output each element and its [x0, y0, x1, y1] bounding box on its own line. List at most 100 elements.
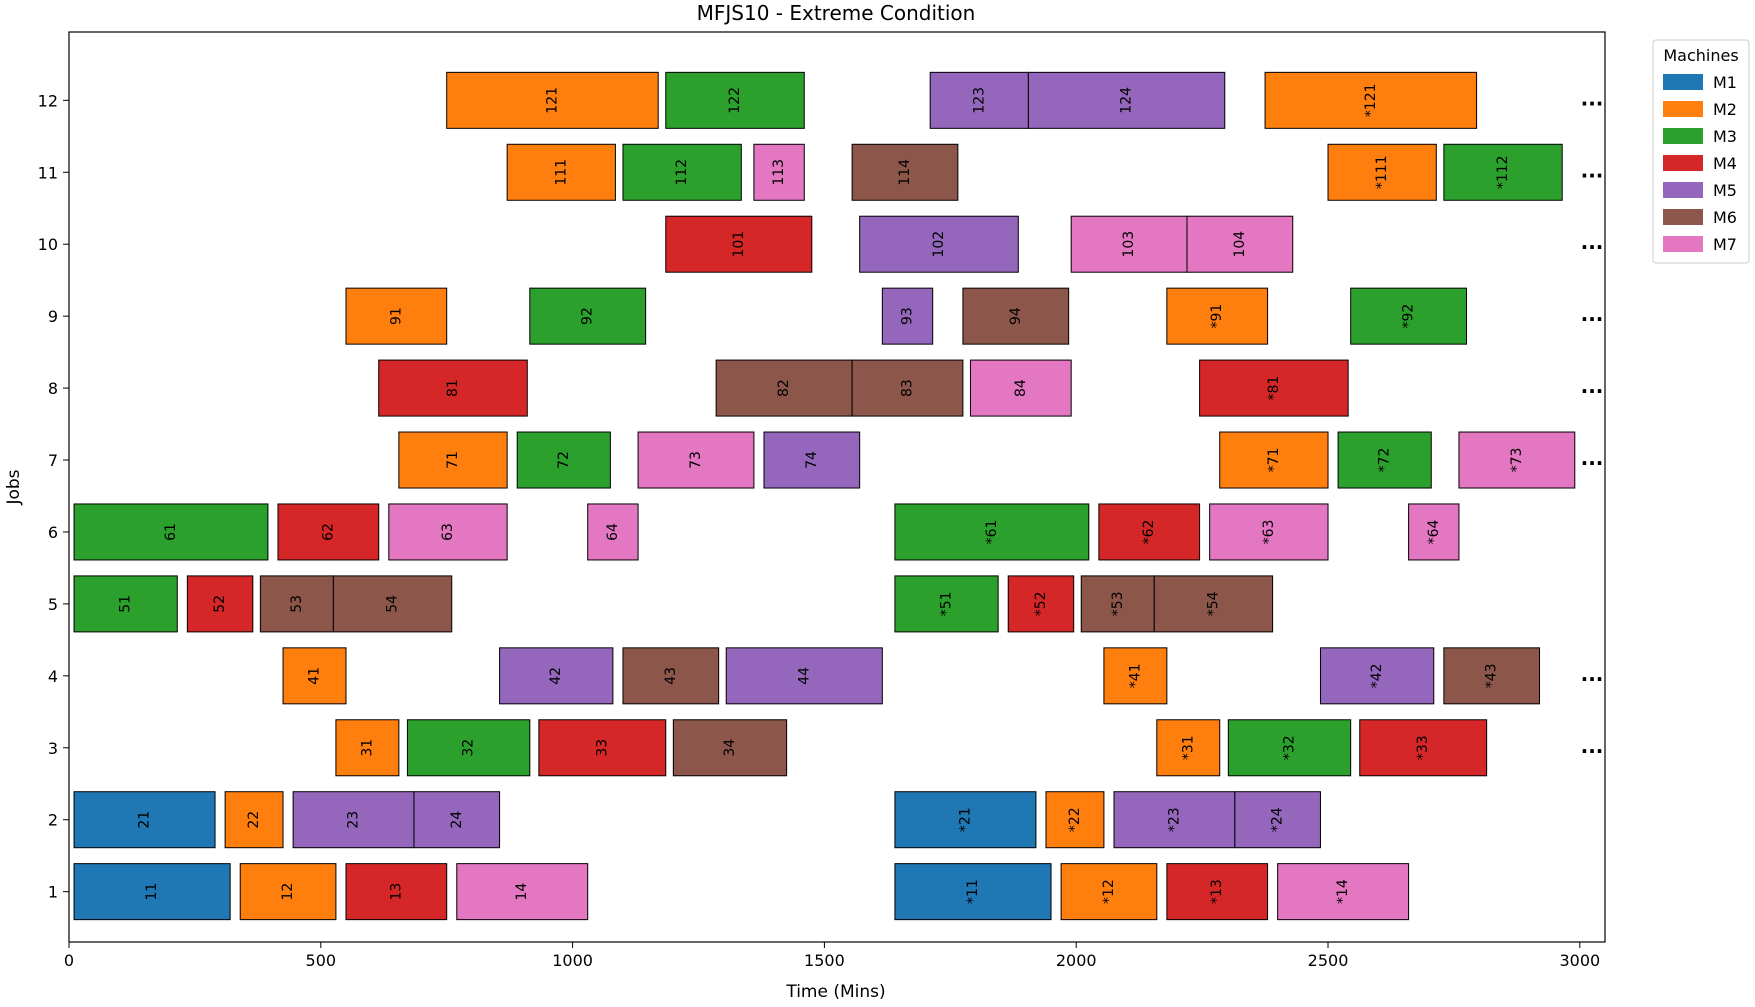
operation-bar-star-51: *51 [894, 575, 999, 633]
bar-label: 52 [212, 595, 228, 613]
bar-label: 93 [900, 307, 916, 325]
bar-label: *61 [984, 520, 1000, 545]
legend-swatch [1663, 182, 1703, 198]
operation-bar-star-14: *14 [1277, 863, 1410, 921]
legend-item-m6: M6 [1663, 208, 1737, 227]
operation-bar-star-73: *73 [1458, 431, 1576, 489]
bar-label: *23 [1166, 807, 1182, 832]
y-axis-label: Jobs [4, 469, 24, 505]
bar-rect [1080, 575, 1155, 633]
operation-bar-91: 91 [345, 287, 448, 345]
operation-bar-32: 32 [406, 719, 531, 777]
bar-label: *21 [957, 807, 973, 832]
bar-rect [1166, 863, 1269, 921]
operation-bar-star-12: *12 [1060, 863, 1158, 921]
bar-label: 21 [137, 811, 153, 829]
bar-label: 61 [163, 523, 179, 541]
operation-bar-82: 82 [715, 359, 853, 417]
operation-bar-121: 121 [446, 71, 659, 129]
operation-bar-73: 73 [637, 431, 755, 489]
bar-rect [1234, 791, 1321, 849]
y-tick-label: 4 [48, 667, 58, 686]
continuation-marker: ... [1581, 158, 1604, 182]
bar-label: 34 [722, 739, 738, 757]
bar-label: *121 [1363, 83, 1379, 117]
operation-bar-52: 52 [186, 575, 254, 633]
bar-label: *73 [1509, 448, 1525, 473]
bar-rect [1027, 71, 1226, 129]
bar-rect [1327, 143, 1437, 201]
bar-rect [894, 863, 1052, 921]
bar-rect [413, 791, 501, 849]
bar-rect [239, 863, 337, 921]
legend-label: M6 [1713, 208, 1737, 227]
operation-bar-star-72: *72 [1337, 431, 1432, 489]
y-tick-label: 11 [38, 163, 58, 182]
bar-label: 51 [118, 595, 134, 613]
y-tick-label: 5 [48, 595, 58, 614]
operation-bar-star-92: *92 [1350, 287, 1468, 345]
operation-bar-41: 41 [282, 647, 347, 705]
operation-bar-star-41: *41 [1103, 647, 1168, 705]
bar-rect [665, 215, 813, 273]
bar-label: 122 [727, 87, 743, 114]
continuation-marker: ... [1581, 734, 1604, 758]
bar-rect [1350, 287, 1468, 345]
bar-rect [894, 503, 1090, 561]
bar-rect [1337, 431, 1432, 489]
operation-bar-123: 123 [929, 71, 1029, 129]
bar-rect [1458, 431, 1576, 489]
bar-rect [881, 287, 934, 345]
operation-bar-102: 102 [859, 215, 1019, 273]
operation-bar-star-111: *111 [1327, 143, 1437, 201]
operation-bar-93: 93 [881, 287, 934, 345]
bar-label: *81 [1266, 376, 1282, 401]
operation-bar-31: 31 [335, 719, 400, 777]
operation-bar-113: 113 [753, 143, 805, 201]
operation-bar-star-61: *61 [894, 503, 1090, 561]
x-tick-label: 0 [64, 951, 74, 970]
y-tick-label: 1 [48, 883, 58, 902]
operation-bar-84: 84 [969, 359, 1072, 417]
bar-label: 32 [461, 739, 477, 757]
bar-label: *64 [1426, 519, 1442, 544]
operation-bar-star-22: *22 [1045, 791, 1105, 849]
legend-title: Machines [1663, 46, 1738, 65]
operation-bar-44: 44 [725, 647, 883, 705]
y-tick-label: 10 [38, 235, 58, 254]
bar-rect [186, 575, 254, 633]
bar-rect [538, 719, 667, 777]
legend-swatch [1663, 128, 1703, 144]
bar-label: *22 [1067, 807, 1083, 832]
bar-label: 63 [440, 523, 456, 541]
operation-bar-101: 101 [665, 215, 813, 273]
operation-bar-74: 74 [763, 431, 861, 489]
bar-rect [637, 431, 755, 489]
bar-rect [224, 791, 284, 849]
operation-bar-star-24: *24 [1234, 791, 1321, 849]
bar-label: *41 [1127, 663, 1143, 688]
legend-item-m4: M4 [1663, 154, 1737, 173]
operation-bar-star-121: *121 [1264, 71, 1478, 129]
bar-rect [859, 215, 1019, 273]
bar-rect [335, 719, 400, 777]
legend-label: M7 [1713, 235, 1737, 254]
operation-bar-star-81: *81 [1199, 359, 1349, 417]
continuation-marker: ... [1581, 446, 1604, 470]
bar-label: *54 [1205, 591, 1221, 616]
bar-rect [73, 863, 231, 921]
bar-label: 71 [445, 451, 461, 469]
bar-label: *62 [1141, 520, 1157, 545]
operation-bar-63: 63 [388, 503, 508, 561]
operation-bar-star-31: *31 [1156, 719, 1221, 777]
bar-label: *91 [1209, 304, 1225, 329]
x-axis-label: Time (Mins) [785, 982, 885, 1002]
bar-rect [969, 359, 1072, 417]
operation-bar-54: 54 [332, 575, 453, 633]
bar-rect [763, 431, 861, 489]
bar-rect [1408, 503, 1460, 561]
y-tick-label: 9 [48, 307, 58, 326]
legend-label: M1 [1713, 73, 1737, 92]
bar-rect [1199, 359, 1349, 417]
